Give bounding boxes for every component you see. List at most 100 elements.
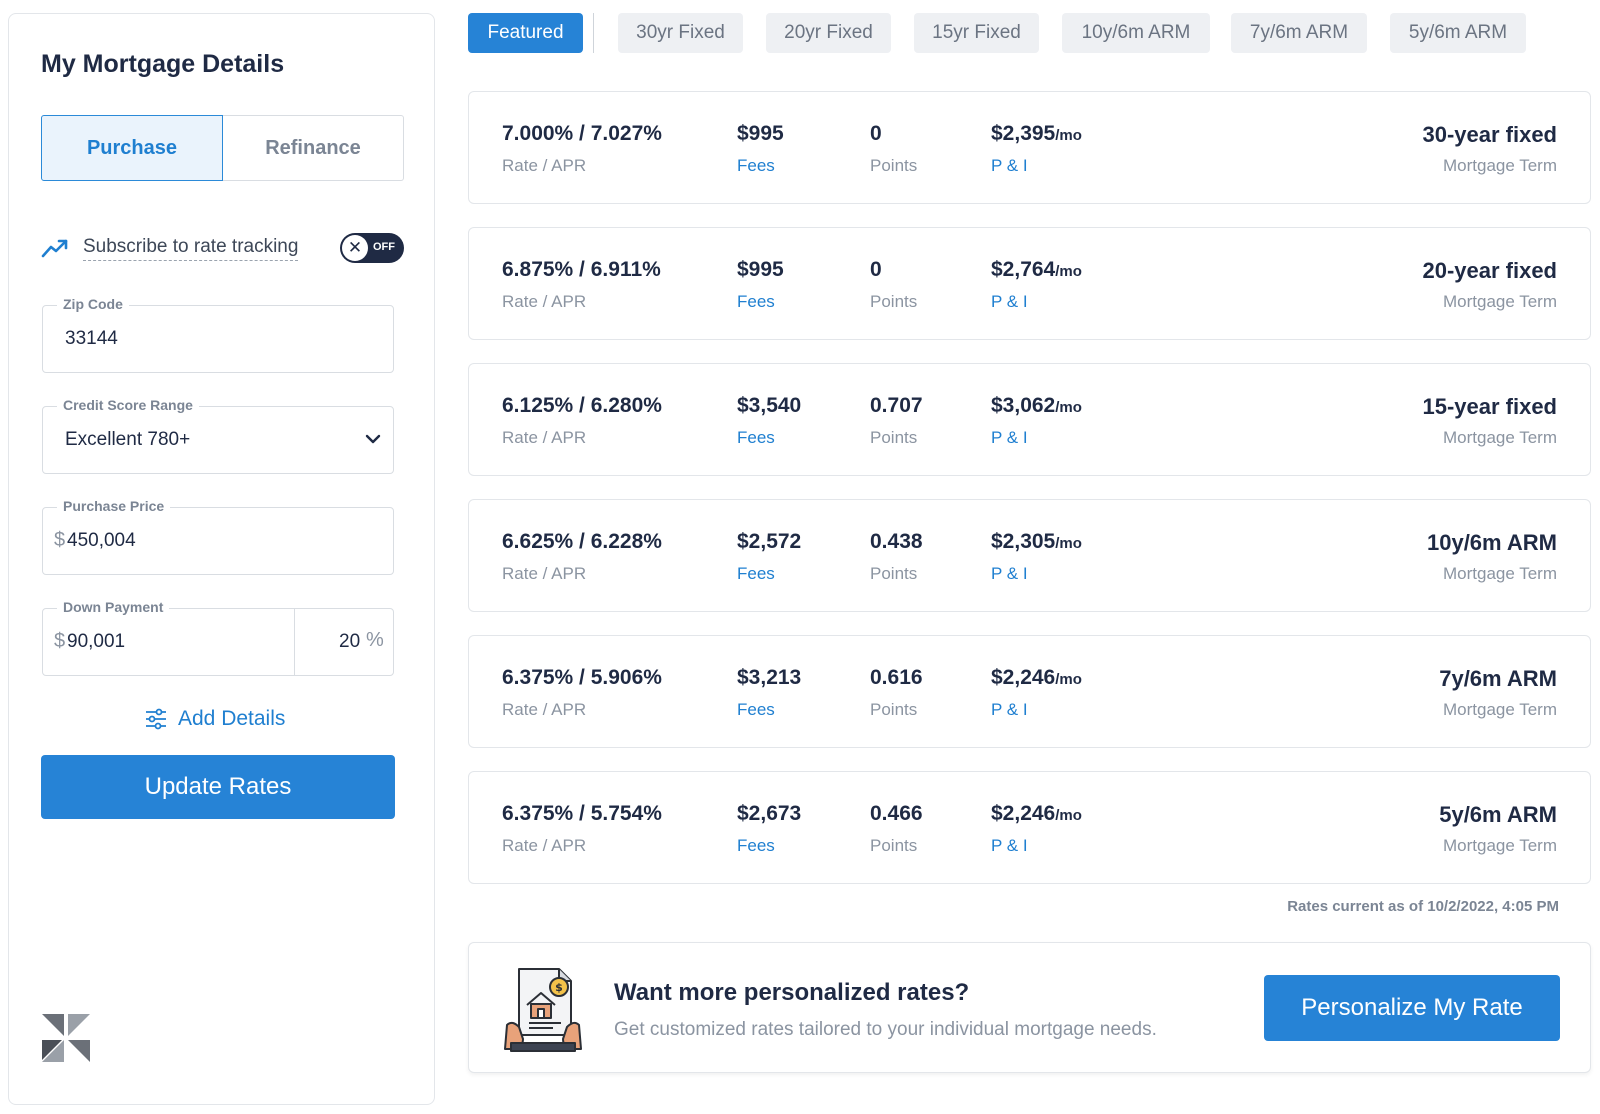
pi-label[interactable]: P & I (991, 156, 1028, 175)
purchase-button[interactable]: Purchase (41, 115, 223, 181)
mortgage-term-value: 10y/6m ARM (1426, 530, 1557, 555)
down-payment-percent[interactable]: 20 (339, 631, 361, 652)
fees-value: $3,213 (737, 666, 802, 689)
down-payment-value[interactable]: 90,001 (67, 631, 126, 652)
panel-title: My Mortgage Details (41, 50, 285, 78)
rate-apr-label: Rate / APR (502, 564, 587, 583)
mortgage-term-value: 20-year fixed (1422, 258, 1557, 283)
fees-label[interactable]: Fees (737, 564, 775, 583)
credit-score-value[interactable]: Excellent 780+ (65, 429, 191, 450)
payment-amount: $2,305 (991, 530, 1056, 553)
fees-label[interactable]: Fees (737, 836, 775, 855)
rates-timestamp: Rates current as of 10/2/2022, 4:05 PM (1287, 898, 1559, 915)
switch-state-text: OFF (373, 241, 395, 253)
rate-card[interactable]: 7.000% / 7.027% Rate / APR $995 Fees 0 P… (468, 91, 1591, 204)
per-month-suffix: /mo (1055, 671, 1082, 688)
rate-card[interactable]: 6.625% / 6.228% Rate / APR $2,572 Fees 0… (468, 499, 1591, 612)
mortgage-term-label: Mortgage Term (1442, 156, 1557, 175)
rate-card[interactable]: 6.375% / 5.754% Rate / APR $2,673 Fees 0… (468, 771, 1591, 884)
purchase-price-field[interactable]: Purchase Price $ 450,004 (42, 498, 394, 575)
sliders-icon (146, 708, 166, 730)
per-month-suffix: /mo (1055, 263, 1082, 280)
rate-tracking-switch[interactable]: ✕ OFF (340, 233, 404, 263)
fees-label[interactable]: Fees (737, 156, 775, 175)
rate-apr-value: 7.000% / 7.027% (502, 122, 662, 145)
refinance-button[interactable]: Refinance (223, 115, 404, 181)
points-value: 0 (870, 122, 882, 145)
per-month-suffix: /mo (1055, 535, 1082, 552)
svg-text:$: $ (555, 981, 563, 994)
purchase-price-value[interactable]: 450,004 (67, 530, 136, 551)
tab-featured[interactable]: Featured (468, 13, 583, 53)
tab-30yr-fixed[interactable]: 30yr Fixed (618, 13, 743, 53)
payment-amount: $3,062 (991, 394, 1056, 417)
rate-card[interactable]: 6.875% / 6.911% Rate / APR $995 Fees 0 P… (468, 227, 1591, 340)
mortgage-term-label: Mortgage Term (1442, 700, 1557, 719)
fees-label[interactable]: Fees (737, 428, 775, 447)
mortgage-term-label: Mortgage Term (1442, 292, 1557, 311)
promo-description: Get customized rates tailored to your in… (614, 1019, 1157, 1040)
tab-7y6m-arm[interactable]: 7y/6m ARM (1231, 13, 1367, 53)
close-icon: ✕ (342, 235, 368, 261)
tab-15yr-fixed[interactable]: 15yr Fixed (914, 13, 1039, 53)
down-payment-label: Down Payment (57, 599, 170, 615)
currency-symbol: $ (54, 529, 66, 551)
mortgage-term-value: 5y/6m ARM (1439, 802, 1557, 827)
add-details-label: Add Details (178, 707, 286, 730)
credit-score-select[interactable]: Credit Score Range Excellent 780+ (42, 397, 394, 474)
mortgage-term-label: Mortgage Term (1442, 836, 1557, 855)
mortgage-details-panel: My Mortgage Details Purchase Refinance S… (8, 13, 435, 1105)
tab-divider (593, 13, 594, 53)
rate-apr-value: 6.375% / 5.754% (502, 802, 662, 825)
zip-code-value[interactable]: 33144 (65, 328, 118, 349)
logo-mark (42, 1014, 90, 1062)
pi-label[interactable]: P & I (991, 836, 1028, 855)
tab-5y6m-arm[interactable]: 5y/6m ARM (1390, 13, 1526, 53)
down-payment-field[interactable]: Down Payment $ 90,001 20 % (42, 599, 394, 676)
points-value: 0.438 (870, 530, 923, 553)
pi-label[interactable]: P & I (991, 292, 1028, 311)
add-details-link[interactable]: Add Details (144, 704, 285, 734)
rate-apr-value: 6.125% / 6.280% (502, 394, 662, 417)
chevron-down-icon[interactable] (365, 433, 381, 445)
personalize-promo: $ Want more personalized rates? Get cust… (468, 942, 1591, 1073)
rate-tracking-row: Subscribe to rate tracking ✕ OFF (41, 233, 404, 267)
payment-value: $2,395/mo (991, 122, 1082, 146)
document-house-icon: $ (504, 968, 582, 1052)
points-value: 0.616 (870, 666, 923, 689)
points-label: Points (870, 700, 918, 719)
tab-20yr-fixed[interactable]: 20yr Fixed (766, 13, 891, 53)
fees-value: $995 (737, 122, 784, 145)
tab-10y6m-arm[interactable]: 10y/6m ARM (1062, 13, 1210, 53)
update-rates-button[interactable]: Update Rates (41, 755, 395, 819)
trend-up-icon (41, 239, 68, 258)
fees-label[interactable]: Fees (737, 700, 775, 719)
fees-label[interactable]: Fees (737, 292, 775, 311)
payment-value: $3,062/mo (991, 394, 1082, 418)
fees-value: $2,673 (737, 802, 802, 825)
pi-label[interactable]: P & I (991, 700, 1028, 719)
points-label: Points (870, 292, 918, 311)
payment-value: $2,246/mo (991, 802, 1082, 826)
points-label: Points (870, 564, 918, 583)
points-value: 0.466 (870, 802, 923, 825)
points-value: 0 (870, 258, 882, 281)
rate-apr-label: Rate / APR (502, 836, 587, 855)
per-month-suffix: /mo (1055, 127, 1082, 144)
payment-amount: $2,764 (991, 258, 1056, 281)
rate-card[interactable]: 6.375% / 5.906% Rate / APR $3,213 Fees 0… (468, 635, 1591, 748)
rate-tracking-label[interactable]: Subscribe to rate tracking (83, 236, 299, 261)
mortgage-term-label: Mortgage Term (1442, 428, 1557, 447)
rate-card[interactable]: 6.125% / 6.280% Rate / APR $3,540 Fees 0… (468, 363, 1591, 476)
mortgage-term-label: Mortgage Term (1442, 564, 1557, 583)
zip-code-field[interactable]: Zip Code 33144 (42, 296, 394, 373)
field-divider (294, 609, 295, 675)
pi-label[interactable]: P & I (991, 428, 1028, 447)
mortgage-term-value: 30-year fixed (1422, 122, 1557, 147)
mortgage-term-value: 15-year fixed (1422, 394, 1557, 419)
payment-value: $2,246/mo (991, 666, 1082, 690)
fees-value: $995 (737, 258, 784, 281)
payment-value: $2,305/mo (991, 530, 1082, 554)
pi-label[interactable]: P & I (991, 564, 1028, 583)
personalize-my-rate-button[interactable]: Personalize My Rate (1264, 975, 1560, 1041)
